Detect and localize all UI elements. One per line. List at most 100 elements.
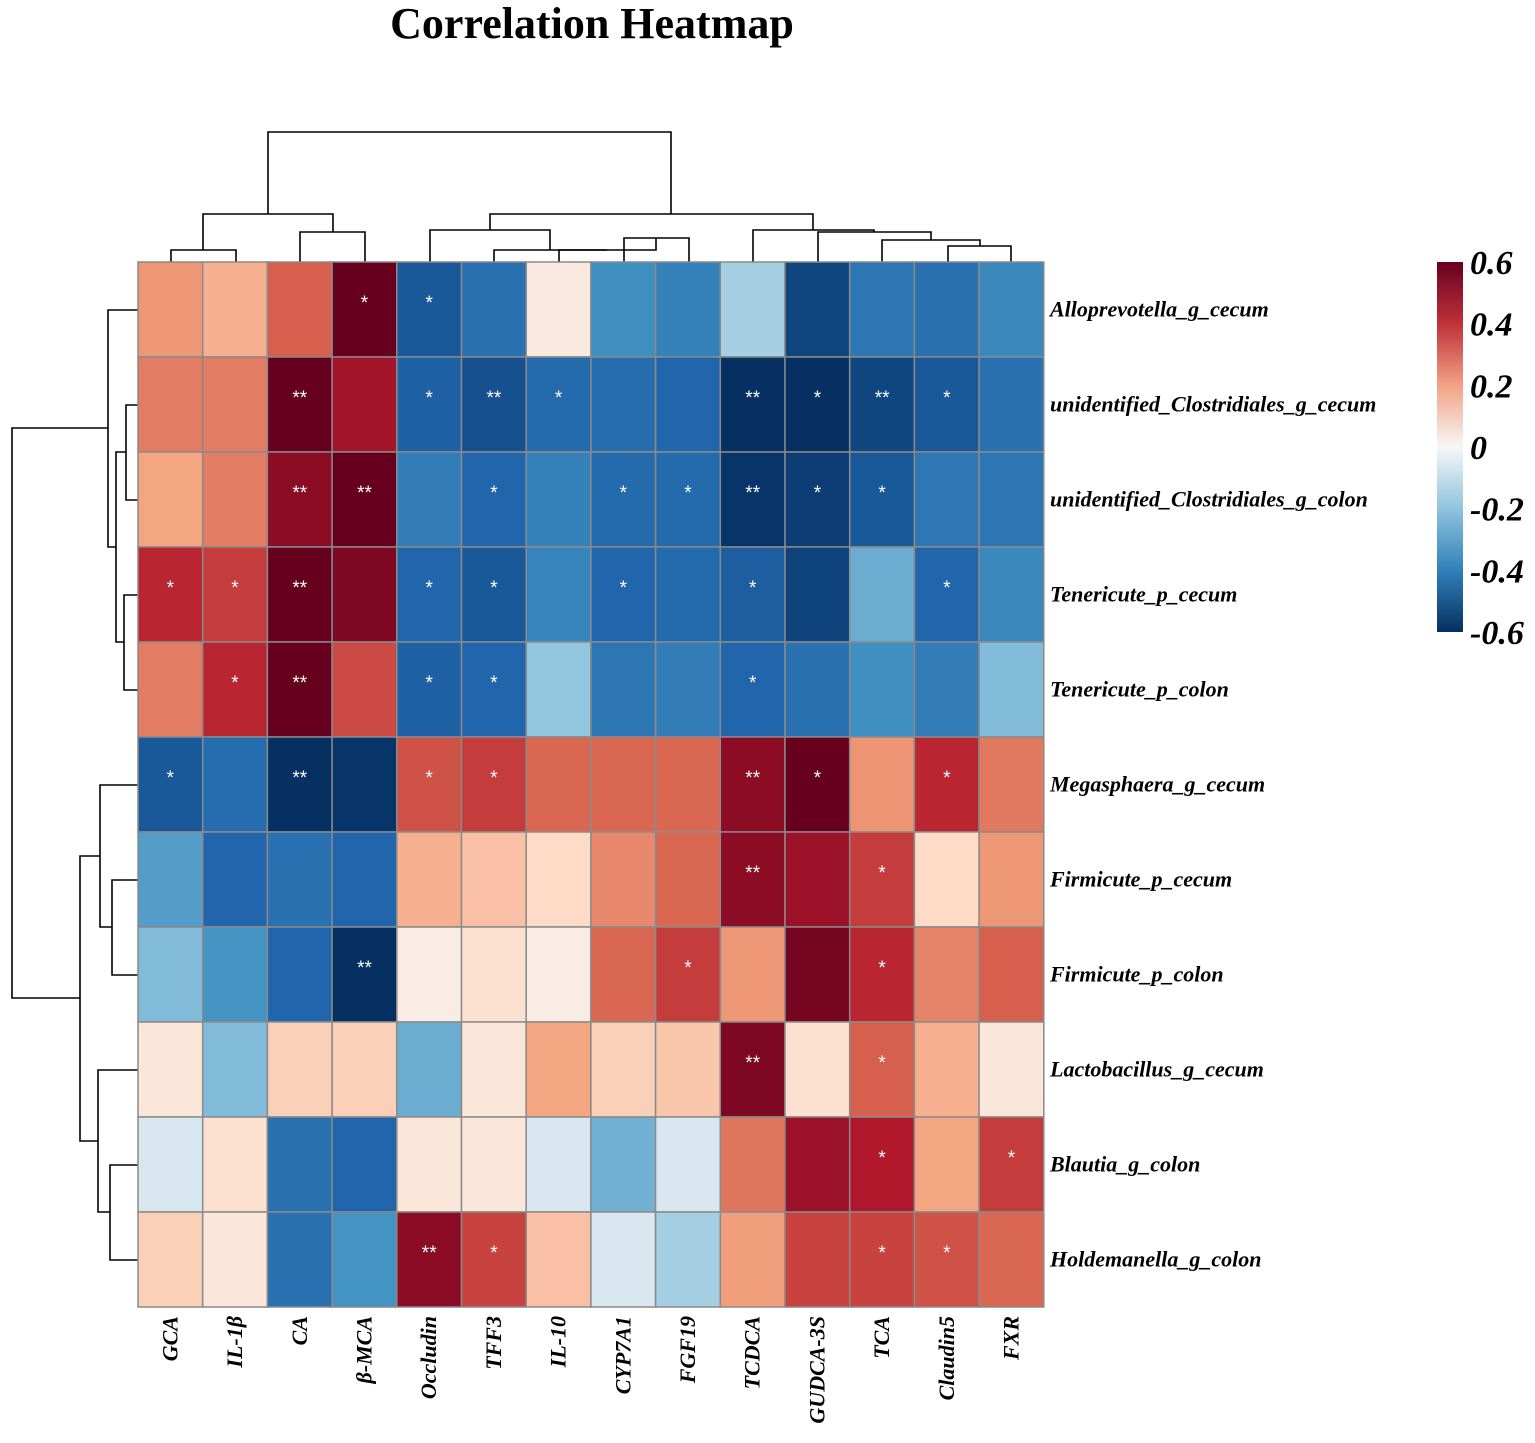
row-label: Firmicute_p_cecum <box>1049 867 1232 892</box>
heatmap-cell <box>719 451 786 548</box>
column-label: FGF19 <box>675 1316 700 1384</box>
heatmap-cell <box>201 1211 269 1308</box>
significance-mark: * <box>620 483 628 504</box>
heatmap-cell <box>590 1021 657 1118</box>
heatmap-cell <box>201 736 269 833</box>
heatmap-cell <box>460 1211 527 1308</box>
heatmap-cell <box>137 1211 204 1308</box>
heatmap-cell <box>848 926 916 1023</box>
significance-mark: ** <box>745 768 760 789</box>
heatmap-cell <box>978 736 1045 833</box>
significance-mark: * <box>878 483 886 504</box>
heatmap-cell <box>525 546 592 643</box>
heatmap-cell <box>784 736 851 833</box>
significance-mark: * <box>490 1243 498 1264</box>
row-label: Megasphaera_g_cecum <box>1049 772 1265 797</box>
heatmap-cell <box>913 926 980 1023</box>
row-label: Blautia_g_colon <box>1049 1152 1200 1177</box>
significance-mark: ** <box>487 388 502 409</box>
column-dendrogram <box>170 131 1012 262</box>
heatmap-cell <box>525 1211 592 1308</box>
significance-mark: * <box>684 958 692 979</box>
significance-mark: * <box>425 578 433 599</box>
heatmap-cell <box>525 1116 592 1213</box>
heatmap-cell <box>654 1211 722 1308</box>
heatmap-cell <box>719 736 786 833</box>
heatmap-cell <box>590 261 657 358</box>
significance-mark: ** <box>745 863 760 884</box>
column-label: CA <box>287 1316 312 1345</box>
heatmap-cell <box>331 641 398 738</box>
heatmap-cell <box>266 356 333 453</box>
heatmap-cell <box>784 641 851 738</box>
heatmap-cell <box>654 1021 722 1118</box>
column-label: IL-10 <box>546 1316 571 1368</box>
significance-mark: * <box>425 673 433 694</box>
heatmap-cell <box>978 926 1045 1023</box>
heatmap-cell <box>331 546 398 643</box>
significance-mark: * <box>425 768 433 789</box>
heatmap-cell <box>848 451 916 548</box>
significance-marks: * *** * ** * ** * ** *** ** * * * ** * ** * ** * * * * ** ** * * *… <box>167 293 1016 1264</box>
significance-mark: * <box>167 578 175 599</box>
heatmap-cell <box>719 1116 786 1213</box>
column-label: FXR <box>999 1316 1024 1361</box>
heatmap-cell <box>525 736 592 833</box>
row-label: unidentified_Clostridiales_g_cecum <box>1050 392 1376 417</box>
heatmap-cell <box>331 736 398 833</box>
heatmap-cell <box>137 356 204 453</box>
heatmap-cell <box>525 356 592 453</box>
heatmap-cell <box>266 546 333 643</box>
heatmap-cell <box>848 736 916 833</box>
heatmap-cell <box>525 261 592 358</box>
heatmap-cell <box>460 1021 527 1118</box>
significance-mark: * <box>490 768 498 789</box>
heatmap-cell <box>460 831 527 928</box>
significance-mark: * <box>814 388 822 409</box>
heatmap-cell <box>848 546 916 643</box>
heatmap-cell <box>978 1116 1045 1213</box>
heatmap-cell <box>913 261 980 358</box>
heatmap-cell <box>331 261 398 358</box>
column-label: Claudin5 <box>934 1316 959 1400</box>
heatmap-cell <box>719 926 786 1023</box>
column-label: CYP7A1 <box>610 1316 635 1394</box>
heatmap-cells <box>137 261 1045 1308</box>
heatmap-cell <box>331 831 398 928</box>
heatmap-cell <box>913 1021 980 1118</box>
color-legend-tick: -0.4 <box>1470 553 1524 590</box>
heatmap-cell <box>201 546 269 643</box>
heatmap-cell <box>978 451 1045 548</box>
heatmap-cell <box>590 926 657 1023</box>
heatmap-cell <box>654 1116 722 1213</box>
color-legend-bar <box>1437 262 1463 632</box>
row-label: Tenericute_p_colon <box>1050 677 1229 702</box>
heatmap-cell <box>201 451 269 548</box>
row-label: Holdemanella_g_colon <box>1049 1247 1261 1272</box>
row-label: unidentified_Clostridiales_g_colon <box>1050 487 1368 512</box>
heatmap-cell <box>396 546 463 643</box>
heatmap-cell <box>201 831 269 928</box>
heatmap-cell <box>590 641 657 738</box>
significance-mark: * <box>231 578 239 599</box>
heatmap-cell <box>784 356 851 453</box>
heatmap-cell <box>913 451 980 548</box>
heatmap-cell <box>654 926 722 1023</box>
color-legend-tick: 0.2 <box>1470 368 1513 405</box>
column-label: GUDCA-3S <box>804 1316 829 1424</box>
significance-mark: * <box>620 578 628 599</box>
heatmap-cell <box>396 261 463 358</box>
significance-mark: * <box>878 958 886 979</box>
color-legend-tick: -0.6 <box>1470 615 1524 652</box>
chart-title: Correlation Heatmap <box>390 0 794 48</box>
significance-mark: * <box>943 578 951 599</box>
significance-mark: ** <box>292 768 307 789</box>
significance-mark: * <box>361 293 369 314</box>
heatmap-cell <box>848 1116 916 1213</box>
heatmap-cell <box>525 831 592 928</box>
heatmap-cell <box>848 261 916 358</box>
significance-mark: * <box>490 673 498 694</box>
heatmap-cell <box>137 1021 204 1118</box>
column-label: GCA <box>157 1316 182 1361</box>
significance-mark: * <box>878 1148 886 1169</box>
